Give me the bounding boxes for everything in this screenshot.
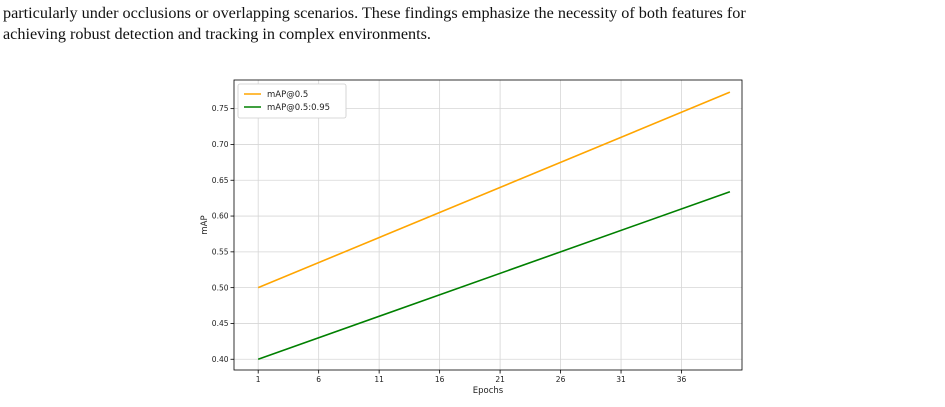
x-tick-label-6: 31 [616, 375, 626, 384]
grid-lines [234, 80, 742, 370]
paragraph-line-1: particularly under occlusions or overlap… [3, 4, 746, 22]
x-tick-label-0: 1 [256, 375, 261, 384]
plot-frame [233, 79, 743, 371]
y-tick-label-3: 0.55 [212, 247, 229, 256]
y-tick-label-1: 0.45 [212, 319, 229, 328]
series-line-1 [257, 190, 731, 361]
axis-ticks: 1 6 11 16 21 26 31 360.400.450.500.550.600.650.… [212, 104, 687, 384]
x-tick-label-1: 6 [316, 375, 321, 384]
legend-label-0: mAP@0.5 [267, 90, 308, 100]
y-axis-label: mAP [200, 215, 210, 234]
y-tick-label-5: 0.65 [212, 176, 229, 185]
paragraph-line-2: achieving robust detection and tracking … [3, 25, 431, 43]
y-tick-label-2: 0.50 [212, 283, 229, 292]
x-tick-label-2: 11 [374, 375, 384, 384]
series-lines [257, 91, 731, 361]
body-paragraph: particularly under occlusions or overlap… [3, 3, 942, 45]
series-line-0 [257, 91, 731, 289]
x-tick-label-7: 36 [677, 375, 687, 384]
y-tick-label-4: 0.60 [212, 212, 229, 221]
x-tick-label-3: 16 [435, 375, 445, 384]
y-tick-label-6: 0.70 [212, 140, 229, 149]
legend-label-1: mAP@0.5:0.95 [267, 103, 330, 113]
legend: mAP@0.5 mAP@0.5:0.95 [237, 83, 347, 119]
x-tick-label-5: 26 [556, 375, 566, 384]
legend-box [237, 83, 347, 119]
x-tick-label-4: 21 [495, 375, 505, 384]
x-axis-label: Epochs [473, 386, 504, 396]
y-tick-label-0: 0.40 [212, 355, 229, 364]
y-tick-label-7: 0.75 [212, 104, 229, 113]
